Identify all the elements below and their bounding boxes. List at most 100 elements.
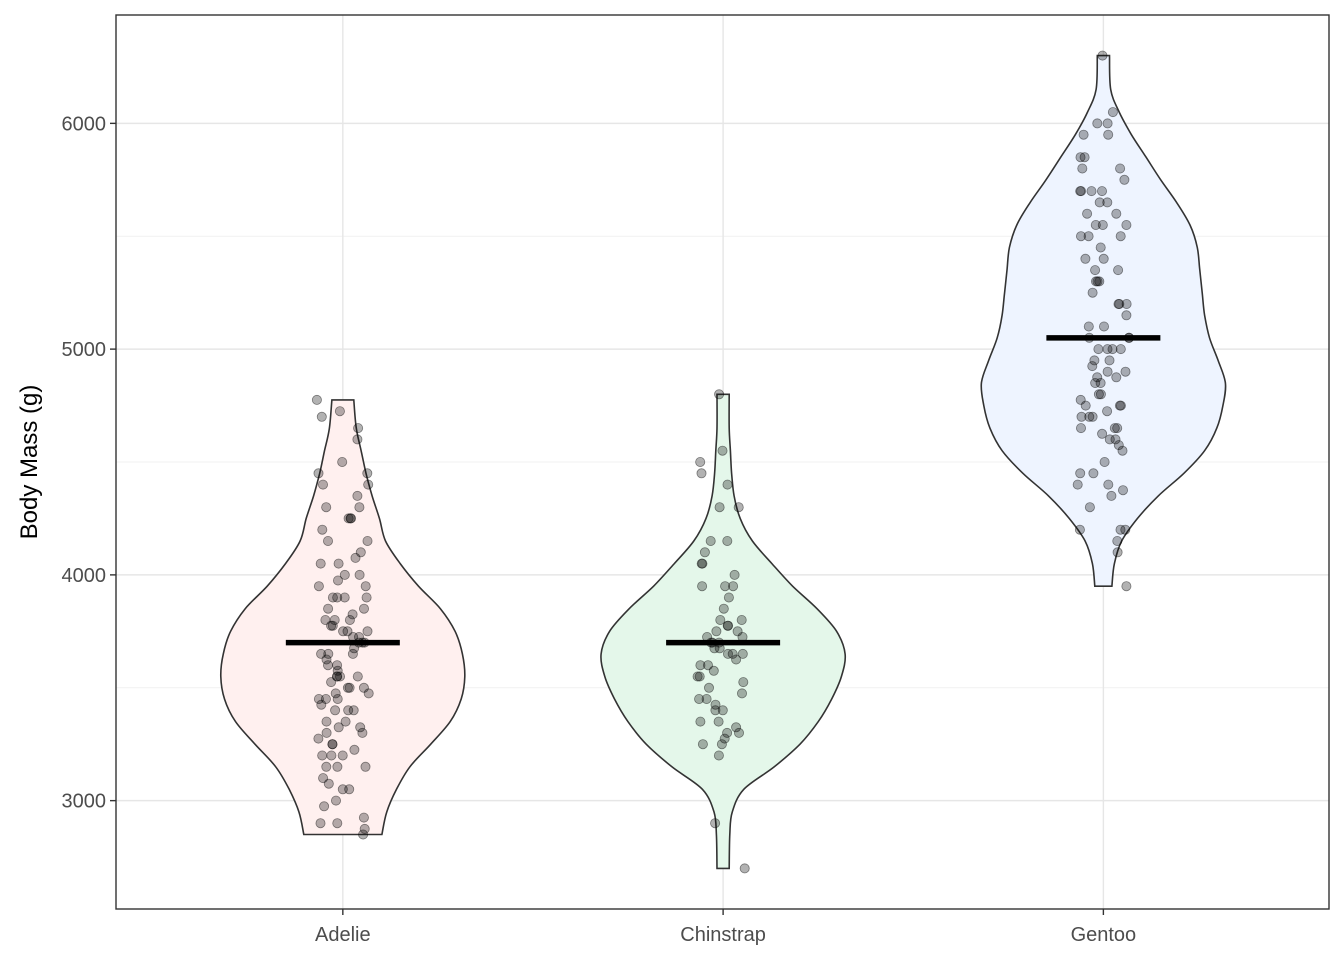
data-point xyxy=(728,581,739,592)
data-point xyxy=(723,620,734,631)
data-point xyxy=(1114,298,1125,309)
data-point xyxy=(363,479,374,490)
data-point xyxy=(358,812,369,823)
data-point xyxy=(332,660,343,671)
violin-chinstrap xyxy=(600,393,847,870)
data-point xyxy=(332,575,343,586)
data-point xyxy=(1099,456,1110,467)
data-point xyxy=(1075,152,1086,163)
data-point xyxy=(353,423,364,434)
data-point xyxy=(332,665,343,676)
data-point xyxy=(710,699,721,710)
data-point xyxy=(729,569,740,580)
data-point xyxy=(318,773,329,784)
data-point xyxy=(1115,231,1126,242)
data-point xyxy=(1120,366,1131,377)
data-point xyxy=(342,626,353,637)
data-point xyxy=(332,592,343,603)
data-point xyxy=(1094,276,1105,287)
y-tick-label: 5000 xyxy=(62,339,107,361)
data-point xyxy=(1097,428,1108,439)
data-point xyxy=(344,784,355,795)
data-point xyxy=(732,626,743,637)
data-point xyxy=(343,705,354,716)
data-point xyxy=(350,552,361,563)
data-point xyxy=(1072,479,1083,490)
data-point xyxy=(1103,129,1114,140)
data-point xyxy=(363,688,374,699)
data-point xyxy=(1115,344,1126,355)
data-point xyxy=(321,716,332,727)
data-point xyxy=(1090,219,1101,230)
data-point xyxy=(1107,107,1118,118)
data-point xyxy=(1087,361,1098,372)
data-point xyxy=(695,456,706,467)
data-point xyxy=(717,705,728,716)
data-point xyxy=(358,603,369,614)
data-point xyxy=(1103,479,1114,490)
data-point xyxy=(360,581,371,592)
x-tick-label: Gentoo xyxy=(1071,924,1137,946)
data-point xyxy=(1088,468,1099,479)
data-point xyxy=(357,727,368,738)
data-point xyxy=(727,648,738,659)
data-point xyxy=(710,818,721,829)
data-point xyxy=(334,671,345,682)
data-point xyxy=(327,620,338,631)
data-point xyxy=(1092,372,1103,383)
data-point xyxy=(1076,231,1087,242)
data-point xyxy=(354,502,365,513)
data-point xyxy=(713,750,724,761)
data-point xyxy=(337,456,348,467)
data-point xyxy=(361,592,372,603)
data-point xyxy=(342,682,353,693)
data-point xyxy=(317,750,328,761)
data-point xyxy=(1114,400,1125,411)
data-point xyxy=(345,513,356,524)
data-point xyxy=(719,733,730,744)
data-point xyxy=(337,784,348,795)
data-point xyxy=(347,648,358,659)
data-point xyxy=(327,739,338,750)
data-point xyxy=(313,694,324,705)
data-point xyxy=(323,603,334,614)
x-tick-label: Chinstrap xyxy=(680,924,766,946)
data-point xyxy=(1095,377,1106,388)
data-point xyxy=(311,394,322,405)
data-point xyxy=(339,569,350,580)
data-point xyxy=(714,389,725,400)
data-point xyxy=(1119,174,1130,185)
data-point xyxy=(1102,118,1113,129)
data-point xyxy=(716,739,727,750)
data-point xyxy=(1090,377,1101,388)
data-point xyxy=(1121,219,1132,230)
data-point xyxy=(1080,253,1091,264)
data-point xyxy=(1093,344,1104,355)
data-point xyxy=(345,513,356,524)
data-point xyxy=(1102,197,1113,208)
data-point xyxy=(321,654,332,665)
data-point xyxy=(330,705,341,716)
data-point xyxy=(317,479,328,490)
data-point xyxy=(321,761,332,772)
data-point xyxy=(699,547,710,558)
data-point xyxy=(354,569,365,580)
data-point xyxy=(722,536,733,547)
data-point xyxy=(1076,186,1087,197)
data-point xyxy=(710,705,721,716)
y-tick-label: 4000 xyxy=(62,565,107,587)
data-point xyxy=(1120,524,1131,535)
data-point xyxy=(1112,547,1123,558)
data-point xyxy=(1121,581,1132,592)
data-point xyxy=(344,682,355,693)
data-point xyxy=(1112,536,1123,547)
data-point xyxy=(718,603,729,614)
data-point xyxy=(332,761,343,772)
data-point xyxy=(352,434,363,445)
data-point xyxy=(362,468,373,479)
data-point xyxy=(1104,355,1115,366)
data-point xyxy=(1080,400,1091,411)
data-point xyxy=(1102,366,1113,377)
data-point xyxy=(352,490,363,501)
data-point xyxy=(696,558,707,569)
